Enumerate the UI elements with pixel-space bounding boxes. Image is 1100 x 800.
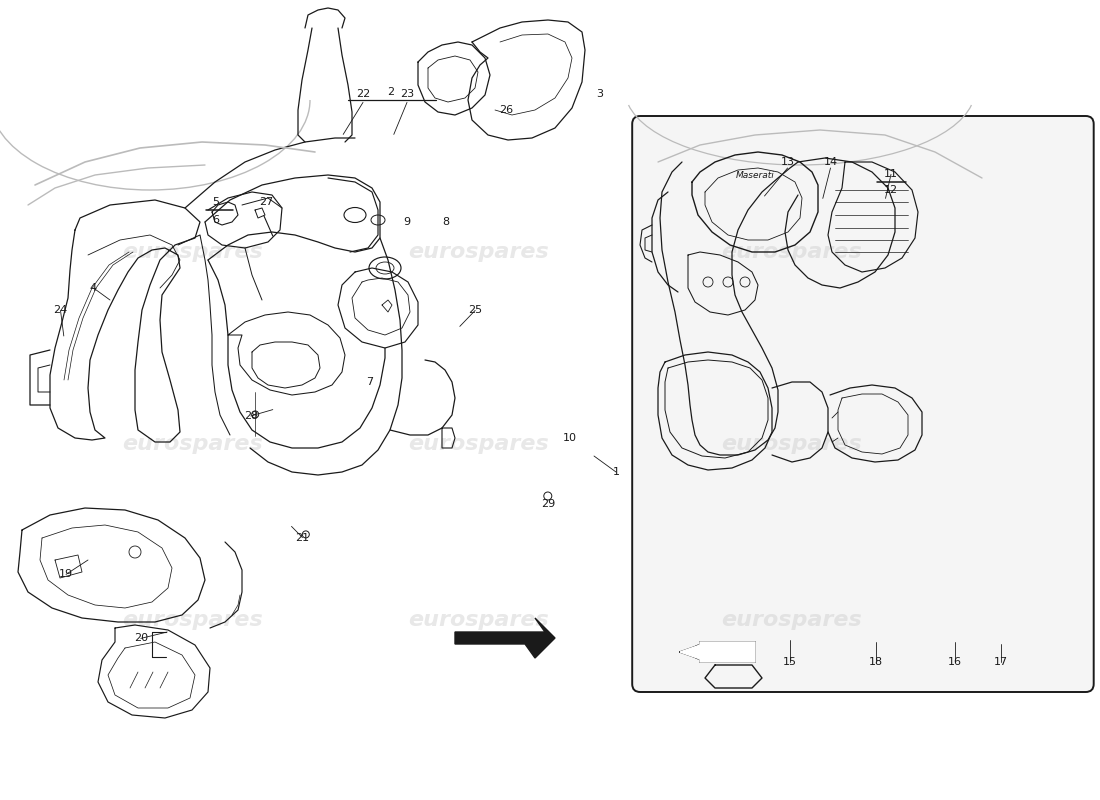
Text: 11: 11: [884, 170, 898, 179]
Text: 9: 9: [404, 218, 410, 227]
Text: eurospares: eurospares: [122, 242, 263, 262]
Text: 20: 20: [134, 634, 147, 643]
Text: 29: 29: [541, 499, 554, 509]
Text: 7: 7: [366, 378, 373, 387]
Text: 2: 2: [387, 87, 394, 97]
Text: 3: 3: [596, 90, 603, 99]
Text: eurospares: eurospares: [408, 434, 549, 454]
Text: 1: 1: [613, 467, 619, 477]
Text: 24: 24: [54, 306, 67, 315]
Text: 27: 27: [260, 197, 273, 206]
Text: eurospares: eurospares: [122, 434, 263, 454]
Text: 10: 10: [563, 434, 576, 443]
Text: 14: 14: [824, 157, 837, 166]
Text: 4: 4: [90, 283, 97, 293]
Text: 8: 8: [442, 218, 449, 227]
Text: 18: 18: [869, 658, 882, 667]
Text: eurospares: eurospares: [722, 434, 862, 454]
Text: 28: 28: [244, 411, 257, 421]
Text: 23: 23: [400, 90, 414, 99]
Text: eurospares: eurospares: [122, 610, 263, 630]
Polygon shape: [455, 618, 556, 658]
FancyBboxPatch shape: [632, 116, 1093, 692]
Polygon shape: [680, 642, 755, 662]
Text: 16: 16: [948, 658, 961, 667]
Text: 21: 21: [296, 533, 309, 542]
Text: 19: 19: [59, 570, 73, 579]
Text: eurospares: eurospares: [722, 242, 862, 262]
Text: 25: 25: [469, 306, 482, 315]
Text: eurospares: eurospares: [408, 610, 549, 630]
Text: 26: 26: [499, 106, 513, 115]
Text: eurospares: eurospares: [722, 610, 862, 630]
Text: eurospares: eurospares: [408, 242, 549, 262]
Text: 12: 12: [884, 186, 898, 195]
Text: Maserati: Maserati: [736, 170, 774, 179]
Text: 22: 22: [356, 90, 370, 99]
Text: 17: 17: [994, 658, 1008, 667]
Text: 13: 13: [781, 157, 794, 166]
Text: 5: 5: [212, 197, 219, 206]
Text: 15: 15: [783, 658, 796, 667]
Text: 6: 6: [212, 215, 219, 225]
